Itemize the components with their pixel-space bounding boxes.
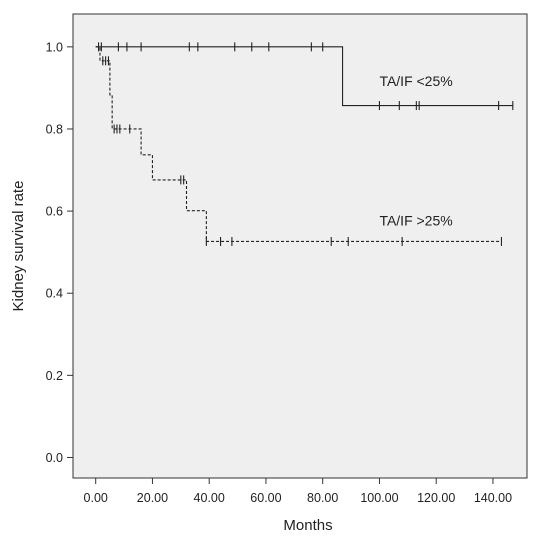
x-tick-label: 20.00 <box>137 491 168 505</box>
y-axis: 0.0 0.2 0.4 0.6 0.8 1.0 <box>46 40 73 465</box>
x-tick-label: 120.00 <box>417 491 455 505</box>
series-line-0 <box>95 46 513 107</box>
series-layer <box>95 42 514 246</box>
y-tick-label: 0.8 <box>46 122 63 136</box>
y-tick-label: 0.0 <box>46 451 63 465</box>
y-tick-label: 0.6 <box>46 205 63 219</box>
x-tick-label: 140.00 <box>474 491 512 505</box>
x-tick-label: 80.00 <box>307 491 338 505</box>
x-tick-label: 100.00 <box>360 491 398 505</box>
series-label-ta-if-above-25: TA/IF >25% <box>379 212 452 228</box>
x-tick-label: 0.00 <box>84 491 108 505</box>
y-tick-label: 0.2 <box>46 369 63 383</box>
x-tick-label: 40.00 <box>194 491 225 505</box>
y-tick-label: 1.0 <box>46 40 63 54</box>
series-line-1 <box>95 46 502 243</box>
x-tick-label: 60.00 <box>250 491 281 505</box>
x-axis: 0.00 20.00 40.00 60.00 80.00 100.00 120.00 140.… <box>84 478 512 505</box>
x-axis-title: Months <box>283 517 332 534</box>
plot-area <box>72 13 528 479</box>
y-tick-label: 0.4 <box>46 287 63 301</box>
y-axis-title: Kidney survival rate <box>10 181 27 312</box>
series-label-ta-if-below-25: TA/IF <25% <box>379 73 452 89</box>
